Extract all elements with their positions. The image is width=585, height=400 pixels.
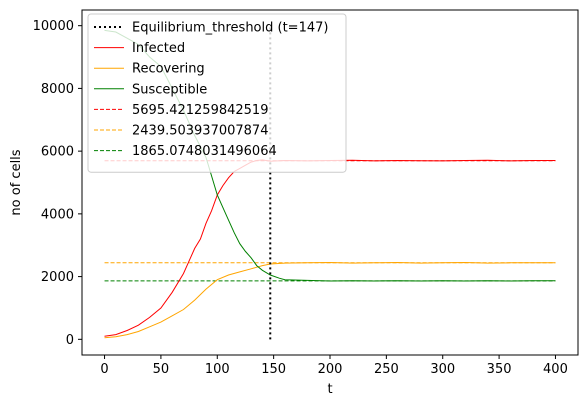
y-tick-label: 0 xyxy=(66,333,74,348)
legend-label: 2439.503937007874 xyxy=(132,124,268,139)
x-tick-label: 250 xyxy=(374,362,399,377)
x-tick-label: 200 xyxy=(318,362,343,377)
legend-label: Susceptible xyxy=(132,82,207,97)
legend-label: 5695.421259842519 xyxy=(132,103,268,118)
series-line-recovering xyxy=(104,261,556,339)
y-tick-label: 8000 xyxy=(41,82,74,97)
x-tick-label: 0 xyxy=(100,362,108,377)
legend: Equilibrium_threshold (t=147) Infected Rec… xyxy=(87,13,347,173)
x-tick-label: 50 xyxy=(153,362,170,377)
legend-label: Infected xyxy=(132,41,185,56)
legend-box xyxy=(87,13,347,173)
axes: 0 50 100 150 200 250 300 350 4000200040006000800… xyxy=(33,9,579,377)
y-tick-label: 2000 xyxy=(41,270,74,285)
x-tick-label: 400 xyxy=(543,362,568,377)
y-tick-label: 10000 xyxy=(33,19,74,34)
x-tick-label: 350 xyxy=(487,362,512,377)
legend-label: 1865.0748031496064 xyxy=(132,144,277,159)
x-tick-label: 300 xyxy=(430,362,455,377)
y-tick-label: 4000 xyxy=(41,207,74,222)
y-tick-label: 6000 xyxy=(41,145,74,160)
x-tick-label: 150 xyxy=(261,362,286,377)
legend-label: Equilibrium_threshold (t=147) xyxy=(132,21,328,36)
x-tick-label: 100 xyxy=(205,362,230,377)
x-axis-label: t xyxy=(327,382,332,397)
y-axis-label: no of cells xyxy=(9,149,24,215)
series-line-infected xyxy=(104,159,556,337)
legend-label: Recovering xyxy=(132,62,205,77)
